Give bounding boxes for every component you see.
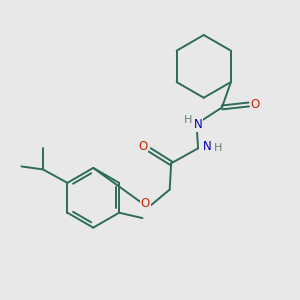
Text: N: N — [194, 118, 203, 131]
Text: H: H — [214, 143, 223, 153]
Text: O: O — [251, 98, 260, 111]
Text: H: H — [183, 115, 192, 125]
Text: O: O — [141, 196, 150, 209]
Text: O: O — [139, 140, 148, 153]
Text: N: N — [203, 140, 212, 153]
